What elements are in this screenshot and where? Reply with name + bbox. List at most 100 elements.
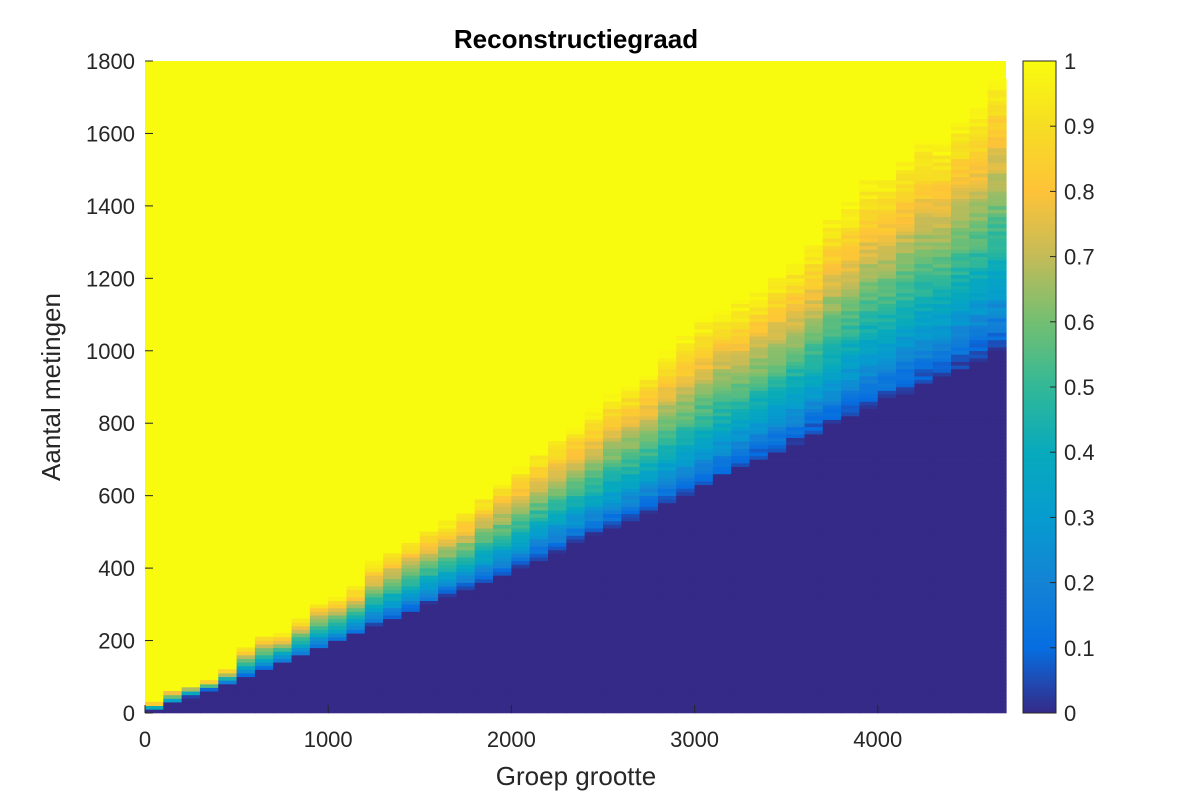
heatmap-cell	[511, 470, 531, 475]
heatmap-cell	[804, 564, 824, 569]
heatmap-cell	[767, 578, 787, 583]
heatmap-cell	[804, 278, 824, 283]
heatmap-cell	[877, 227, 897, 232]
heatmap-cell	[786, 321, 806, 326]
heatmap-cell	[584, 527, 604, 533]
heatmap-cell	[749, 629, 769, 634]
heatmap-cell	[859, 393, 879, 399]
heatmap-cell	[859, 404, 879, 410]
heatmap-cell	[383, 676, 403, 681]
heatmap-cell	[969, 332, 989, 337]
heatmap-cell	[877, 600, 897, 605]
heatmap-cell	[932, 498, 952, 504]
heatmap-cell	[969, 111, 989, 116]
heatmap-cell	[914, 441, 934, 446]
heatmap-cell	[602, 618, 622, 623]
heatmap-cell	[896, 408, 916, 413]
heatmap-cell	[896, 390, 916, 395]
heatmap-cell	[731, 426, 751, 431]
heatmap-cell	[621, 651, 641, 656]
heatmap-cell	[676, 640, 696, 645]
heatmap-cell	[474, 629, 494, 634]
heatmap-cell	[987, 194, 1007, 199]
heatmap-cell	[804, 462, 824, 467]
heatmap-cell	[529, 542, 549, 547]
heatmap-cell	[401, 625, 421, 630]
heatmap-cell	[529, 596, 549, 602]
heatmap-cell	[602, 709, 622, 714]
heatmap-cell	[639, 636, 659, 641]
heatmap-cell	[602, 408, 622, 413]
heatmap-cell	[951, 498, 970, 504]
heatmap-cell	[639, 426, 659, 431]
heatmap-cell	[859, 201, 879, 207]
heatmap-cell	[712, 527, 732, 533]
heatmap-cell	[529, 549, 549, 554]
heatmap-cell	[493, 491, 512, 496]
heatmap-cell	[987, 502, 1007, 507]
heatmap-cell	[712, 437, 732, 442]
heatmap-cell	[841, 325, 861, 330]
heatmap-cell	[841, 564, 861, 569]
heatmap-cell	[877, 422, 897, 428]
heatmap-cell	[841, 252, 861, 257]
heatmap-cell	[474, 709, 494, 714]
heatmap-cell	[987, 408, 1007, 413]
heatmap-cell	[712, 488, 732, 493]
heatmap-cell	[951, 549, 970, 554]
heatmap-cell	[254, 701, 274, 707]
heatmap-cell	[584, 473, 604, 478]
heatmap-cell	[987, 444, 1007, 449]
heatmap-cell	[181, 709, 201, 714]
heatmap-cell	[969, 187, 989, 192]
heatmap-cell	[602, 542, 622, 547]
heatmap-cell	[529, 614, 549, 620]
heatmap-cell	[896, 209, 916, 214]
heatmap-cell	[896, 495, 916, 500]
heatmap-cell	[676, 676, 696, 681]
heatmap-cell	[456, 538, 476, 544]
heatmap-cell	[676, 444, 696, 449]
heatmap-cell	[657, 625, 677, 630]
heatmap-cell	[896, 314, 916, 319]
heatmap-cell	[383, 683, 403, 688]
heatmap-cell	[804, 419, 824, 424]
heatmap-cell	[731, 430, 751, 435]
heatmap-cell	[474, 538, 494, 544]
heatmap-cell	[236, 694, 256, 699]
heatmap-cell	[822, 274, 842, 279]
heatmap-cell	[749, 393, 769, 399]
heatmap-cell	[712, 640, 732, 645]
heatmap-cell	[786, 585, 806, 591]
heatmap-cell	[914, 596, 934, 602]
heatmap-cell	[383, 578, 403, 583]
heatmap-cell	[932, 198, 952, 203]
heatmap-cell	[621, 491, 641, 496]
heatmap-cell	[676, 564, 696, 569]
heatmap-cell	[511, 502, 531, 507]
heatmap-cell	[914, 520, 934, 525]
heatmap-cell	[786, 307, 806, 312]
heatmap-cell	[309, 636, 329, 641]
heatmap-cell	[676, 683, 696, 688]
heatmap-cell	[548, 571, 567, 576]
heatmap-cell	[309, 661, 329, 667]
heatmap-cell	[493, 690, 512, 696]
heatmap-cell	[401, 665, 421, 670]
heatmap-cell	[786, 343, 806, 348]
heatmap-cell	[841, 488, 861, 493]
heatmap-cell	[786, 299, 806, 304]
heatmap-cell	[456, 524, 476, 529]
heatmap-cell	[896, 357, 916, 362]
heatmap-cell	[932, 415, 952, 420]
heatmap-cell	[309, 640, 329, 645]
heatmap-cell	[877, 488, 897, 493]
heatmap-cell	[969, 256, 989, 261]
heatmap-cell	[822, 502, 842, 507]
heatmap-cell	[694, 390, 714, 395]
heatmap-cell	[877, 216, 897, 221]
heatmap-cell	[731, 694, 751, 699]
heatmap-cell	[951, 296, 970, 301]
heatmap-cell	[511, 596, 531, 602]
heatmap-cell	[529, 640, 549, 645]
